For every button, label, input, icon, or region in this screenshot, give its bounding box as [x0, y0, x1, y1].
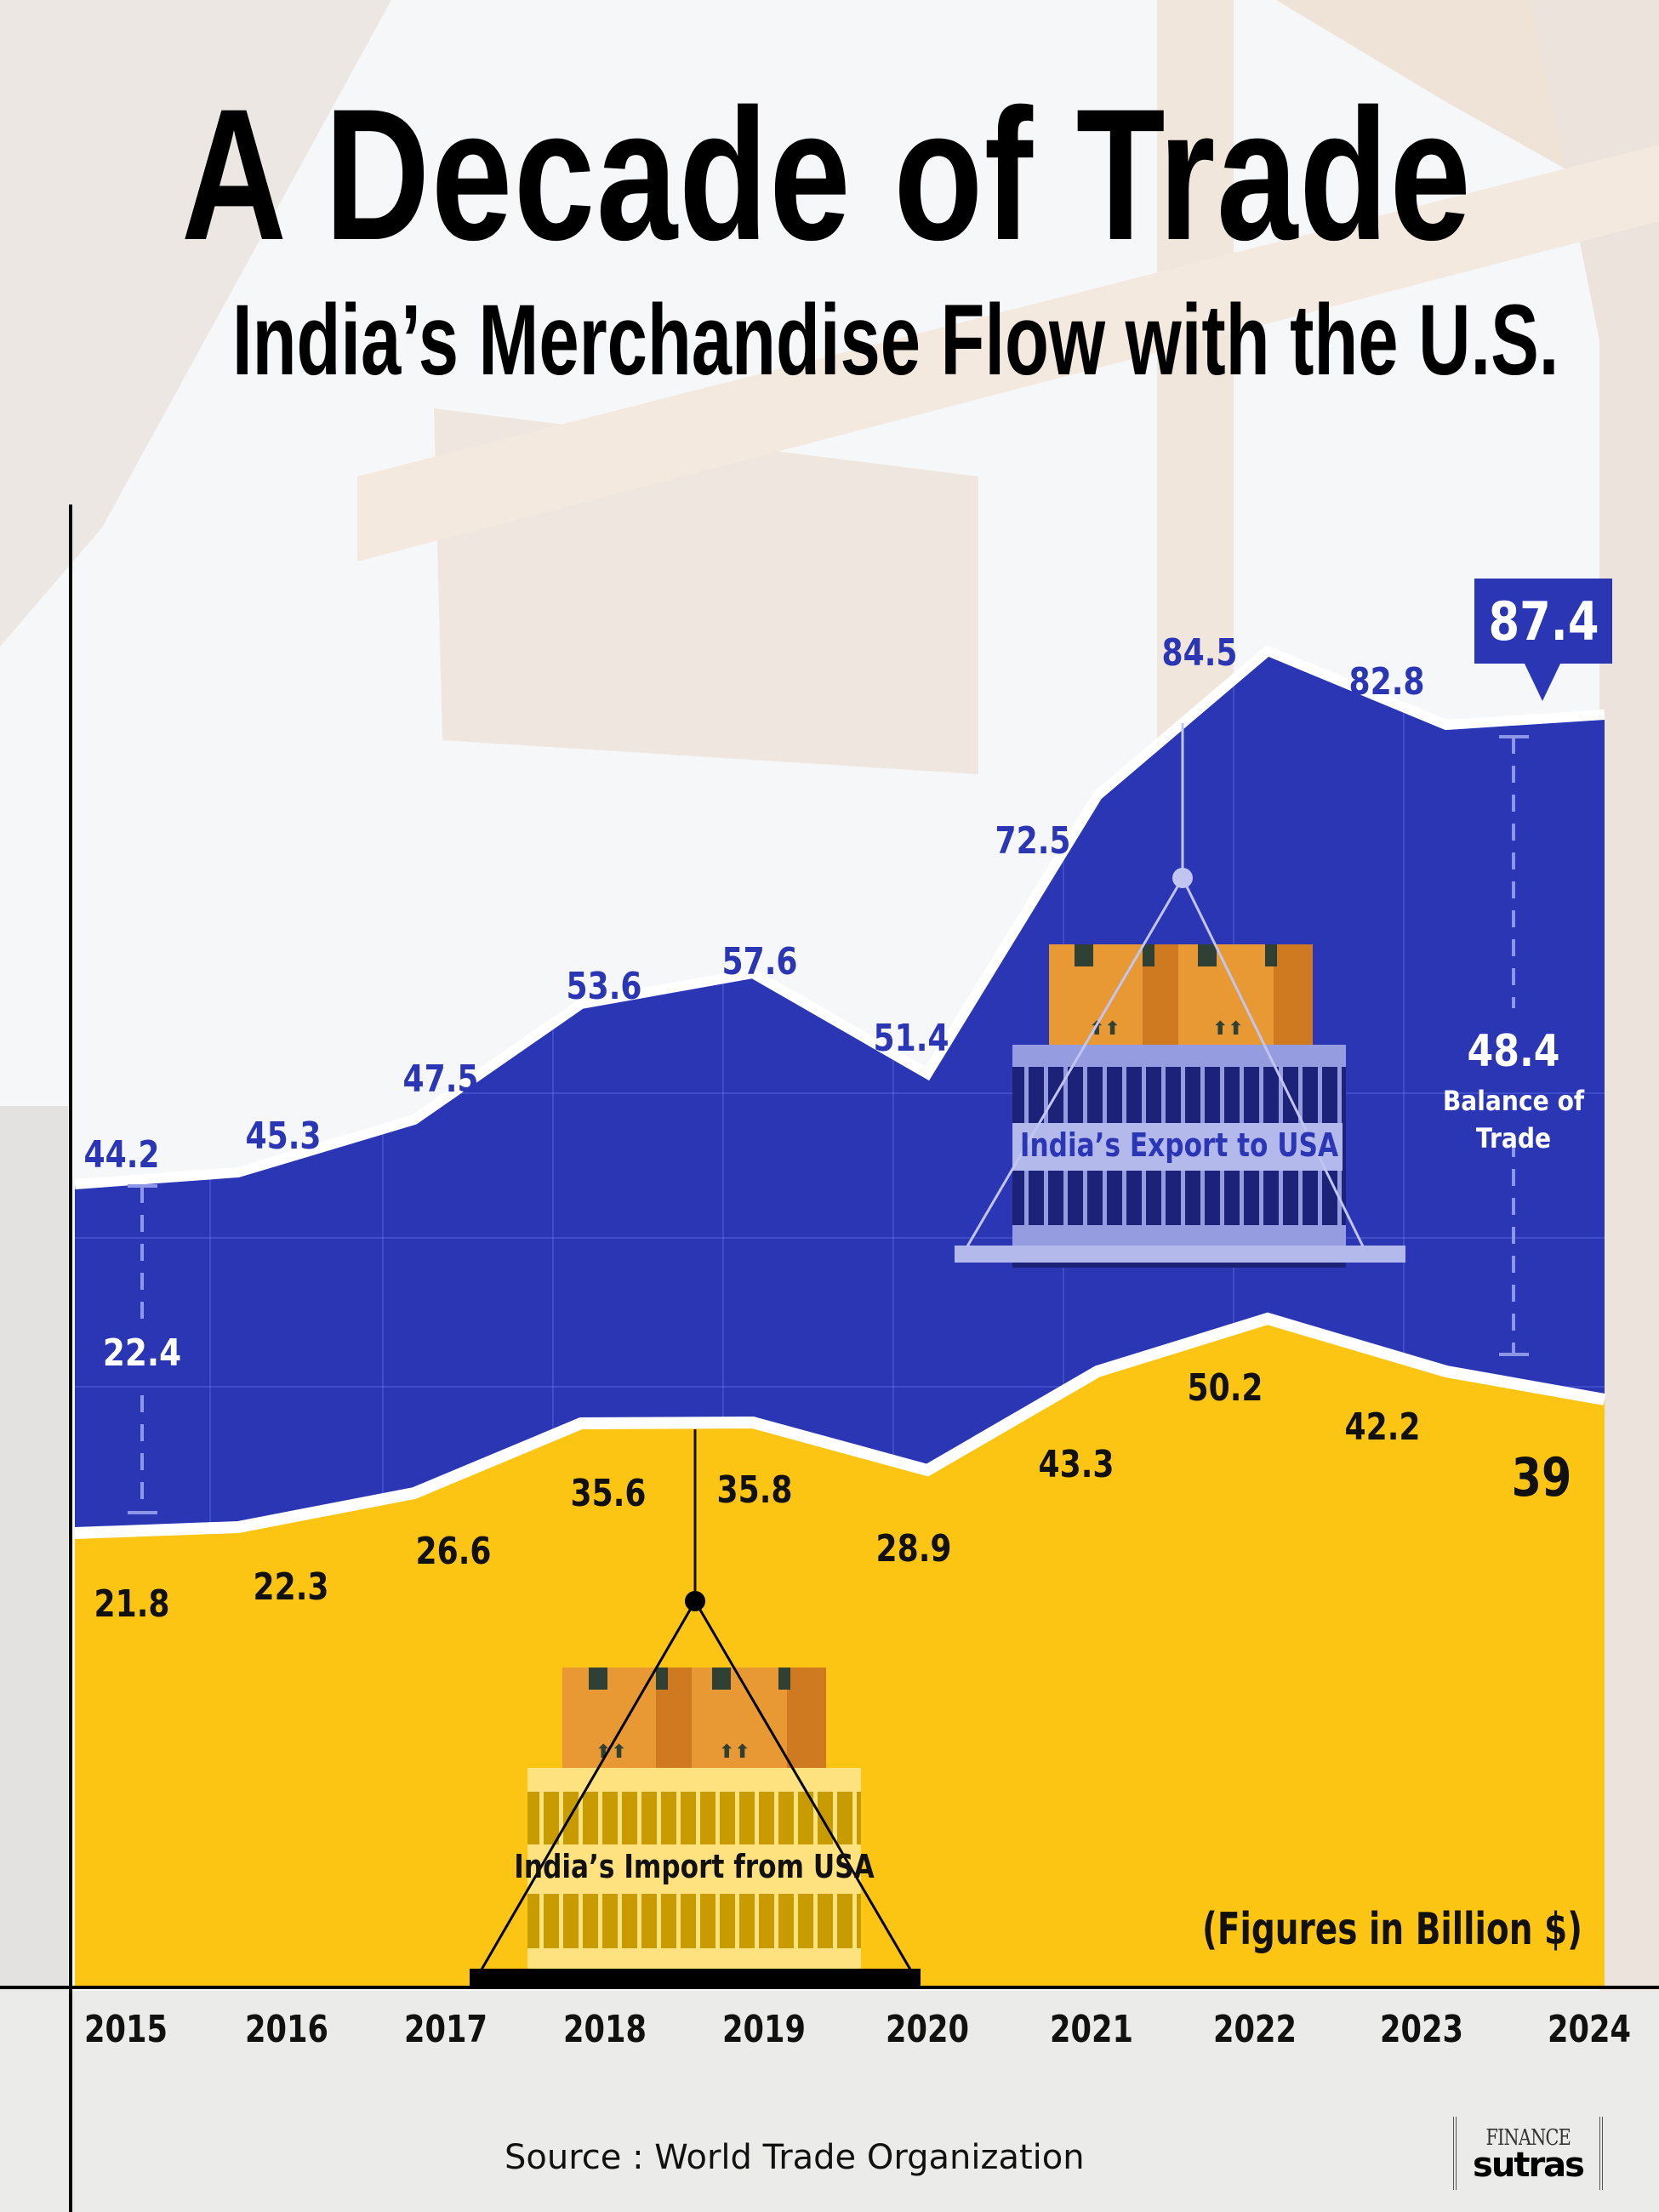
page-subtitle: India’s Merchandise Flow with the U.S.	[232, 284, 1559, 396]
export-value-label: 47.5	[402, 1058, 479, 1101]
import-value-label: 39	[1511, 1446, 1572, 1508]
import-divider-line	[74, 1312, 1606, 1539]
export-value-label: 45.3	[245, 1115, 322, 1158]
balance-2024-indicator	[1499, 735, 1529, 1356]
logo-bottom-text: sutras	[1473, 2146, 1585, 2185]
import-value-label: 43.3	[1038, 1443, 1115, 1486]
units-note: (Figures in Billion $)	[1202, 1904, 1582, 1955]
export-value-label: 72.5	[995, 819, 1071, 863]
import-value-label: 21.8	[94, 1582, 170, 1626]
import-value-label: 35.6	[570, 1472, 647, 1515]
x-axis-year-label: 2017	[404, 2008, 487, 2051]
balance-2024-caption: Balance of Trade	[1442, 1085, 1585, 1154]
logo-top-text: FINANCE	[1485, 2125, 1571, 2151]
import-value-label: 26.6	[415, 1530, 492, 1573]
export-value-label: 84.5	[1161, 631, 1238, 675]
x-axis-year-label: 2023	[1380, 2008, 1463, 2051]
x-axis-year-label: 2015	[84, 2008, 168, 2051]
x-axis-year-label: 2022	[1213, 2008, 1297, 2051]
import-value-label: 42.2	[1344, 1405, 1421, 1449]
callout-2024-export: 87.4	[1474, 579, 1612, 664]
x-axis-year-label: 2018	[563, 2008, 647, 2051]
balance-2024-value: 48.4	[1467, 1026, 1560, 1077]
x-axis-year-label: 2021	[1050, 2008, 1133, 2051]
import-value-label: 22.3	[253, 1565, 329, 1609]
import-value-label: 28.9	[875, 1527, 952, 1571]
balance-2015-value: 22.4	[102, 1331, 182, 1375]
import-value-label: 50.2	[1187, 1366, 1263, 1410]
import-crate-label: India’s Import from USA	[514, 1848, 875, 1885]
balance-2015-indicator	[128, 1184, 157, 1514]
import-crate-icon: ⬆⬆ ⬆⬆	[470, 1429, 921, 1986]
x-axis-year-label: 2019	[722, 2008, 806, 2051]
export-value-label: 51.4	[873, 1017, 949, 1060]
svg-text:⬆⬆: ⬆⬆	[719, 1742, 750, 1763]
callout-value: 87.4	[1487, 590, 1599, 653]
page-title: A Decade of Trade	[181, 70, 1473, 279]
source-text: Source : World Trade Organization	[505, 2138, 1085, 2177]
export-value-label: 57.6	[721, 940, 798, 983]
export-value-label: 53.6	[566, 965, 642, 1008]
export-divider-line	[74, 645, 1605, 1189]
export-crate-label: India’s Export to USA	[1019, 1126, 1339, 1164]
callout-tail	[1524, 662, 1561, 701]
x-axis-year-label: 2020	[886, 2008, 969, 2051]
svg-text:⬆⬆: ⬆⬆	[1212, 1018, 1244, 1040]
export-crate-icon: ⬆⬆ ⬆⬆	[955, 723, 1405, 1268]
x-axis-year-label: 2016	[245, 2008, 328, 2051]
import-area	[75, 1319, 1605, 1987]
export-value-label: 82.8	[1348, 660, 1425, 704]
x-axis-year-label: 2024	[1548, 2008, 1631, 2051]
finance-sutras-logo: FINANCE sutras	[1453, 2117, 1603, 2190]
import-value-label: 35.8	[716, 1468, 793, 1512]
export-value-label: 44.2	[83, 1133, 160, 1177]
